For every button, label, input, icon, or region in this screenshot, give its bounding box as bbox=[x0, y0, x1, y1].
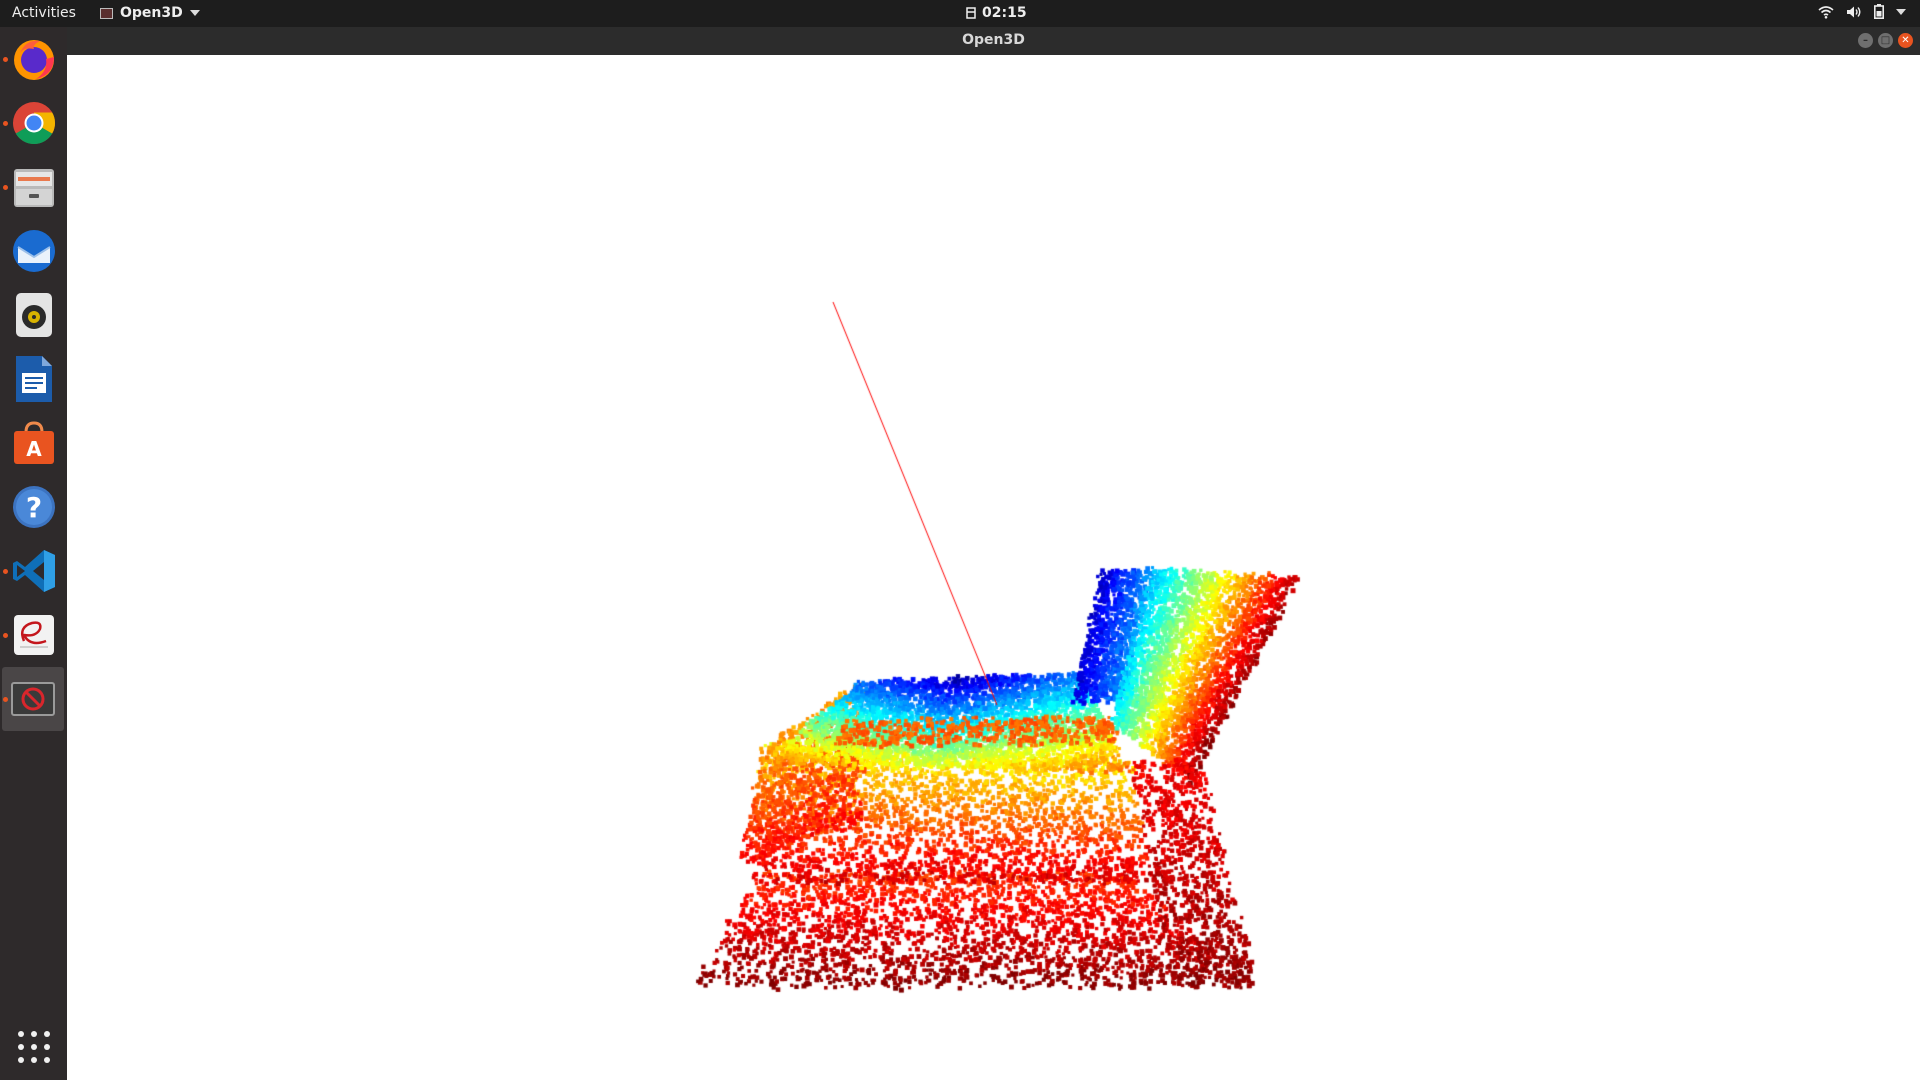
dock-item-files[interactable] bbox=[0, 155, 67, 219]
dock-item-vscode[interactable] bbox=[0, 539, 67, 603]
dock-item-document-viewer[interactable] bbox=[0, 603, 67, 667]
window-title: Open3D bbox=[962, 32, 1025, 48]
help-icon: ? bbox=[12, 486, 55, 528]
dock-item-chrome[interactable] bbox=[0, 91, 67, 155]
app-menu[interactable]: Open3D bbox=[100, 5, 200, 21]
top-bar: Activities Open3D 02:15 bbox=[0, 0, 1920, 27]
thunderbird-icon bbox=[12, 230, 55, 272]
open3d-window-icon bbox=[11, 682, 55, 716]
system-tray[interactable] bbox=[1818, 4, 1906, 19]
running-indicator bbox=[3, 633, 8, 638]
minimize-button[interactable]: – bbox=[1858, 33, 1873, 48]
maximize-icon: □ bbox=[1880, 34, 1891, 46]
dock: A ? bbox=[0, 27, 67, 1080]
running-indicator bbox=[3, 121, 8, 126]
show-applications-icon[interactable] bbox=[18, 1031, 50, 1063]
maximize-button[interactable]: □ bbox=[1878, 33, 1893, 48]
running-indicator bbox=[3, 697, 8, 702]
open3d-render-canvas[interactable] bbox=[67, 55, 1920, 1080]
dock-item-help[interactable]: ? bbox=[0, 475, 67, 539]
clock-time: 02:15 bbox=[982, 5, 1027, 21]
system-menu-chevron-icon[interactable] bbox=[1896, 8, 1906, 15]
running-indicator bbox=[3, 57, 8, 62]
calendar-icon bbox=[966, 7, 976, 19]
software-icon: A bbox=[13, 421, 54, 464]
running-indicator bbox=[3, 185, 8, 190]
files-icon bbox=[13, 169, 54, 207]
dock-item-thunderbird[interactable] bbox=[0, 219, 67, 283]
svg-text:?: ? bbox=[25, 491, 41, 524]
dock-item-ubuntu-software[interactable]: A bbox=[0, 411, 67, 475]
dock-item-firefox[interactable] bbox=[0, 27, 67, 91]
wifi-icon[interactable] bbox=[1818, 5, 1834, 19]
evince-icon bbox=[13, 615, 54, 655]
rhythmbox-icon bbox=[15, 293, 52, 337]
vscode-icon bbox=[12, 550, 55, 592]
close-button[interactable]: ✕ bbox=[1898, 33, 1913, 48]
chevron-down-icon bbox=[189, 10, 200, 16]
clock[interactable]: 02:15 bbox=[966, 5, 1027, 21]
battery-icon[interactable] bbox=[1874, 4, 1884, 19]
firefox-icon bbox=[13, 40, 54, 80]
point-cloud-view[interactable] bbox=[67, 55, 1920, 1080]
app-menu-label: Open3D bbox=[120, 5, 183, 21]
window-controls: – □ ✕ bbox=[1858, 33, 1913, 48]
minimize-icon: – bbox=[1863, 34, 1868, 46]
dock-item-open3d[interactable] bbox=[2, 667, 64, 731]
volume-icon[interactable] bbox=[1846, 5, 1862, 19]
svg-text:A: A bbox=[26, 437, 42, 461]
chrome-icon bbox=[12, 102, 55, 145]
running-indicator bbox=[3, 569, 8, 574]
writer-icon bbox=[15, 356, 52, 402]
close-icon: ✕ bbox=[1901, 34, 1910, 46]
activities-button[interactable]: Activities bbox=[12, 5, 76, 21]
dock-item-writer[interactable] bbox=[0, 347, 67, 411]
window-title-bar[interactable]: Open3D – □ ✕ bbox=[67, 27, 1920, 55]
app-menu-icon bbox=[100, 7, 113, 19]
dock-item-rhythmbox[interactable] bbox=[0, 283, 67, 347]
